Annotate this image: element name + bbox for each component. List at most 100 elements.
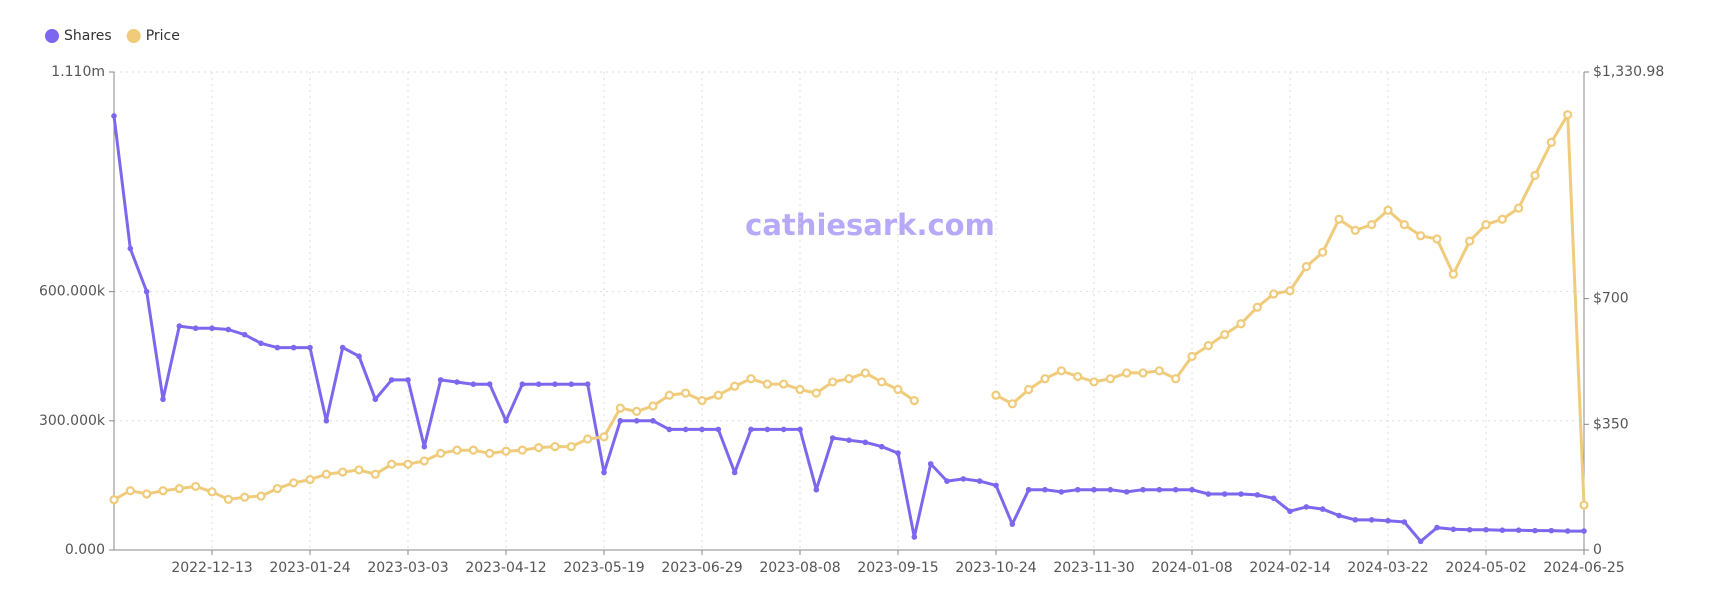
point [176,323,183,329]
point [191,481,201,492]
point [1465,236,1475,246]
point [633,418,640,424]
point [1203,341,1213,351]
point [454,379,460,385]
y-tick-label: 1.110m [51,64,105,80]
point [682,426,689,433]
point [1007,399,1017,409]
point [1385,517,1391,524]
point [1383,205,1393,215]
point [468,445,478,455]
point [1238,491,1244,497]
point [1105,374,1115,384]
point [566,441,576,452]
point [715,426,722,433]
point [209,325,215,332]
legend-label: Shares [64,28,112,44]
y2-tick-label: $350 [1593,416,1629,432]
point [1434,524,1440,531]
point [699,426,705,433]
point [142,489,152,499]
point [127,245,134,252]
point [290,344,297,351]
point [1285,286,1295,296]
point [1009,521,1016,527]
x-tick-label: 2024-01-08 [1151,560,1232,576]
point [895,450,901,456]
point [405,377,411,383]
point [1056,366,1066,376]
point [1466,526,1473,533]
point [1123,489,1130,495]
point [1368,517,1375,523]
point [648,401,658,411]
point [1303,504,1310,510]
point [1089,377,1099,387]
point [225,326,232,333]
point [207,487,217,497]
point [372,396,379,403]
y-tick-label: 600.000k [39,284,106,300]
point [174,483,184,494]
point [780,426,787,433]
point [1252,302,1262,312]
point [258,340,264,347]
x-tick-label: 2023-08-08 [759,560,840,576]
point [192,325,199,332]
point [1350,225,1360,235]
point [470,381,477,388]
point [730,381,740,391]
point [421,443,428,450]
point [797,426,803,433]
series-line [112,115,1584,543]
y2-tick-label: 0 [1593,542,1602,558]
point [944,478,950,484]
point [1399,220,1409,230]
point [550,441,560,452]
point [1530,170,1540,181]
point [632,406,642,416]
point [1481,220,1491,230]
point [437,377,444,383]
point [354,465,364,475]
point [1107,486,1114,493]
point [893,384,903,395]
point [1221,491,1228,497]
point [844,374,854,384]
x-tick-label: 2023-04-12 [465,560,546,576]
legend-marker [45,29,59,43]
point [599,432,609,442]
point [339,344,346,351]
point [1091,486,1097,493]
point [1416,231,1426,241]
point [519,381,526,388]
point [764,426,771,433]
point [1172,486,1179,493]
point [289,478,299,488]
y2-tick-label: $700 [1593,291,1629,307]
point [862,439,869,446]
point [552,381,558,388]
point [387,459,397,469]
point [1236,319,1246,329]
legend-marker [126,29,141,43]
point [1156,486,1163,493]
point [697,396,707,406]
point [617,418,624,424]
point [860,368,870,378]
point [615,403,625,413]
point [813,486,820,493]
watermark: cathiesark.com [745,208,995,242]
point [1189,486,1195,493]
point [503,418,509,424]
x-tick-label: 2023-09-15 [857,560,938,576]
point [1301,262,1311,272]
point [681,388,691,398]
point [1401,519,1408,525]
point [909,396,919,406]
point [1532,527,1538,534]
x-tick-label: 2023-06-29 [661,560,742,576]
point [731,469,738,476]
point [158,486,168,496]
